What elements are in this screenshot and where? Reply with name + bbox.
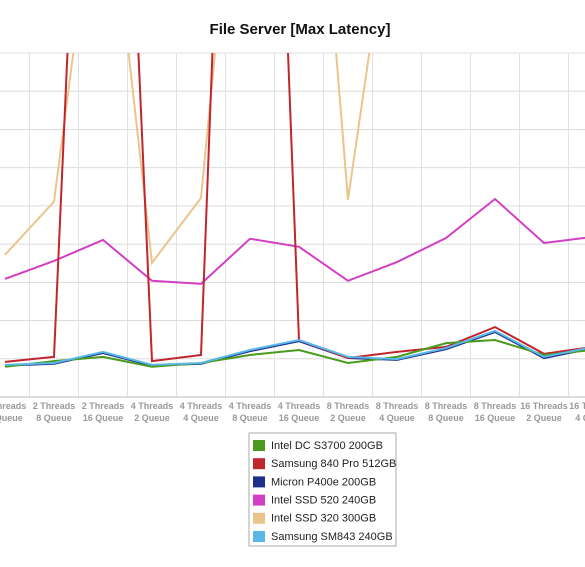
x-tick-label: 8 Threads 8 Queue	[425, 401, 468, 423]
x-tick-label: 2 Threads 16 Queue	[82, 401, 125, 423]
legend-swatch	[253, 440, 265, 451]
legend-label: Micron P400e 200GB	[271, 476, 376, 488]
legend-box	[248, 432, 397, 547]
legend-swatch	[253, 531, 265, 542]
series-line	[4, 53, 585, 363]
vertical-grid	[29, 53, 569, 397]
legend-label: Samsung 840 Pro 512GB	[271, 458, 396, 470]
x-tick-label: 16 Threads 2 Queue	[520, 401, 568, 423]
x-tick-label: 2 Threads 8 Queue	[33, 401, 76, 423]
legend-swatch	[253, 494, 265, 506]
x-tick-label: 4 Threads 2 Queue	[131, 401, 174, 423]
series-line	[4, 339, 585, 368]
x-tick-label: 8 Threads 2 Queue	[327, 401, 370, 423]
legend-label: Intel SSD 520 240GB	[271, 495, 376, 507]
legend-swatch	[253, 512, 265, 524]
legend-label: Intel DC S3700 200GB	[271, 440, 383, 452]
legend-swatch	[253, 458, 265, 470]
series-line	[4, 329, 585, 366]
series-line	[4, 197, 585, 285]
x-tick-label: 8 Threads 16 Queue	[474, 401, 517, 423]
x-tick-label: 4 Threads 8 Queue	[229, 401, 272, 423]
legend-swatch	[253, 476, 265, 488]
x-tick-label: 4 Threads 4 Queue	[180, 401, 223, 423]
x-tick-label: 4 Threads 16 Queue	[278, 401, 321, 423]
legend-label: Samsung SM843 240GB	[271, 531, 393, 543]
chart-title: File Server [Max Latency]	[210, 21, 391, 38]
x-tick-label: 8 Threads 4 Queue	[376, 401, 419, 423]
series-line	[4, 330, 585, 367]
legend-label: Intel SSD 320 300GB	[271, 513, 376, 525]
